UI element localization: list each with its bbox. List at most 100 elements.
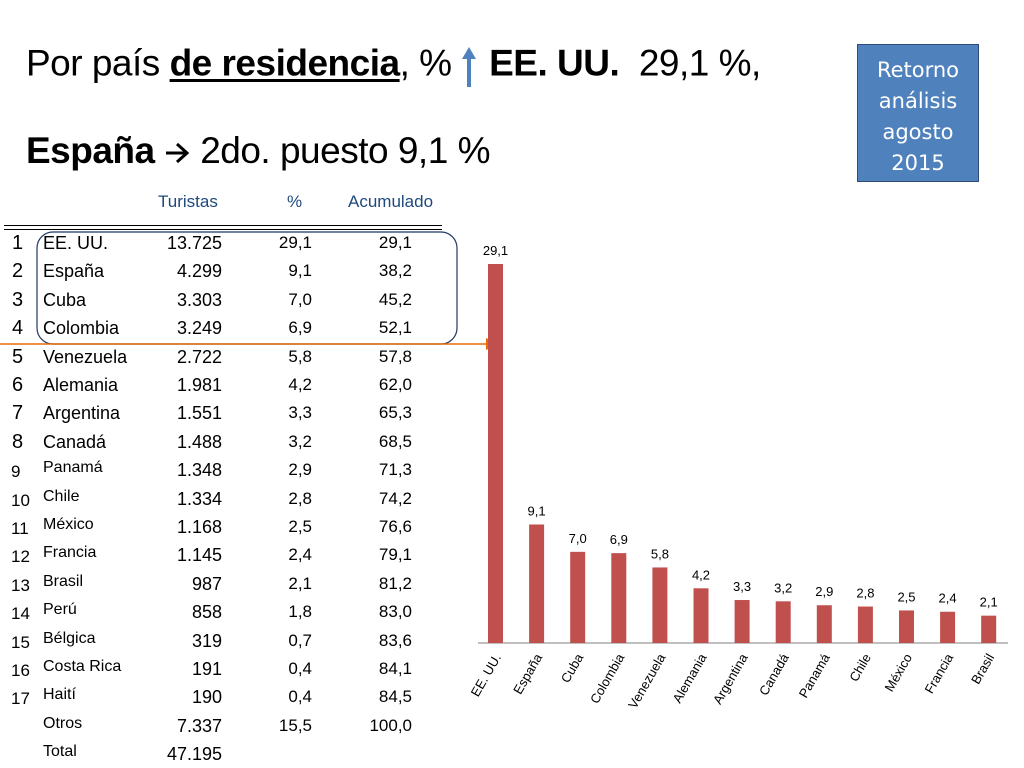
row-cumulative: 65,3 [378, 403, 412, 423]
row-rank: 12 [11, 547, 30, 567]
data-label-7: 3,2 [774, 580, 792, 595]
row-country: Panamá [43, 459, 103, 477]
header-rule-top [4, 225, 442, 226]
row-country: Otros [43, 714, 83, 732]
row-percent: 0,7 [288, 630, 312, 650]
bar-9 [857, 606, 873, 643]
row-cumulative: 71,3 [378, 460, 412, 480]
row-cumulative: 83,0 [378, 602, 412, 622]
bar-3 [611, 553, 627, 643]
row-cumulative: 52,1 [378, 318, 412, 338]
row-rank: 15 [11, 632, 30, 652]
row-cumulative: 57,8 [378, 346, 412, 366]
row-country: Brasil [43, 572, 84, 590]
data-label-9: 2,8 [856, 586, 874, 601]
data-label-6: 3,3 [733, 579, 751, 594]
row-cumulative: 29,1 [378, 233, 412, 252]
row-cumulative: 62,0 [378, 375, 412, 394]
x-tick-label-5: Alemania [670, 650, 710, 705]
row-cumulative: 79,1 [378, 545, 412, 565]
row-percent: 15,5 [278, 715, 312, 735]
bar-5 [693, 588, 709, 643]
row-rank: 2 [12, 260, 24, 283]
data-label-12: 2,1 [980, 595, 998, 610]
row-percent: 1,8 [288, 602, 312, 622]
row-rank: 4 [12, 317, 24, 340]
bar-2 [570, 551, 586, 643]
row-percent: 2,5 [288, 517, 312, 536]
row-percent: 0,4 [288, 687, 312, 707]
row-country: EE. UU. [43, 233, 109, 253]
data-label-5: 4,2 [692, 567, 710, 582]
bar-11 [940, 611, 956, 643]
title-text-prefix: Por país [26, 42, 170, 84]
title-text-percent: , % [399, 42, 452, 84]
row-country: Francia [43, 544, 97, 562]
row-percent: 5,8 [288, 346, 312, 366]
x-tick-label-10: México [882, 651, 916, 694]
row-tourists: 858 [191, 602, 222, 623]
title-text-value: 29,1 %, [638, 42, 761, 84]
row-tourists: 1.551 [176, 403, 222, 424]
row-cumulative: 74,2 [378, 488, 412, 508]
data-label-0: 29,1 [483, 243, 508, 258]
data-label-1: 9,1 [528, 503, 546, 518]
x-tick-label-3: Colombia [587, 650, 628, 706]
data-label-11: 2,4 [939, 591, 957, 606]
row-country: México [43, 516, 94, 533]
row-tourists: 190 [191, 687, 222, 708]
bar-8 [816, 605, 832, 643]
row-country: Perú [43, 601, 77, 619]
row-country: Bélgica [43, 629, 96, 647]
row-country: Haití [43, 686, 76, 704]
up-arrow-icon [461, 42, 479, 89]
row-cumulative: 84,1 [378, 659, 412, 678]
row-cumulative: 100,0 [369, 715, 412, 735]
bar-6 [734, 600, 750, 643]
row-cumulative: 68,5 [378, 431, 412, 451]
data-label-8: 2,9 [815, 584, 833, 599]
row-rank: 8 [12, 430, 24, 453]
x-tick-label-8: Panamá [796, 650, 834, 700]
row-percent: 2,8 [288, 488, 312, 508]
row-tourists: 13.725 [166, 233, 222, 253]
page-title-line-2: España 2do. puesto 9,1 % [26, 130, 490, 172]
bar-4 [652, 567, 668, 643]
row-tourists: 1.348 [176, 460, 222, 481]
row-tourists: 1.334 [176, 488, 222, 509]
row-percent: 3,2 [288, 431, 312, 451]
row-rank: 1 [12, 232, 24, 254]
title-text-residence: de residencia [169, 42, 401, 84]
row-percent: 2,9 [288, 460, 312, 480]
bar-1 [529, 524, 545, 643]
row-rank: 9 [11, 462, 21, 482]
x-tick-label-6: Argentina [710, 650, 751, 706]
row-cumulative: 81,2 [378, 573, 412, 593]
data-label-4: 5,8 [651, 546, 669, 561]
row-country: Argentina [43, 403, 121, 424]
row-rank: 5 [12, 345, 24, 368]
row-tourists: 191 [191, 659, 222, 679]
return-analysis-button[interactable]: Retorno análisis agosto 2015 [857, 44, 979, 182]
row-country: Venezuela [43, 346, 128, 367]
row-rank: 7 [12, 402, 24, 425]
x-tick-label-2: Cuba [558, 650, 587, 685]
row-country: Cuba [43, 289, 87, 310]
row-country: Alemania [43, 375, 119, 395]
row-percent: 4,2 [288, 375, 312, 394]
x-tick-label-9: Chile [846, 651, 874, 684]
row-tourists: 4.299 [176, 261, 222, 282]
right-arrow-icon [164, 130, 200, 171]
page-title-line-1: Por país de residencia, % EE. UU. 29,1 %… [26, 42, 761, 89]
x-tick-label-12: Brasil [968, 651, 997, 687]
row-tourists: 47.195 [166, 744, 222, 765]
row-tourists: 987 [191, 573, 222, 594]
x-tick-label-0: EE. UU. [468, 651, 504, 699]
row-tourists: 7.337 [176, 715, 222, 736]
row-rank: 11 [11, 519, 29, 538]
x-tick-label-7: Canadá [756, 650, 792, 698]
row-rank: 3 [12, 288, 24, 311]
title-text-country: EE. UU. [489, 42, 620, 84]
row-tourists: 1.168 [176, 517, 222, 537]
